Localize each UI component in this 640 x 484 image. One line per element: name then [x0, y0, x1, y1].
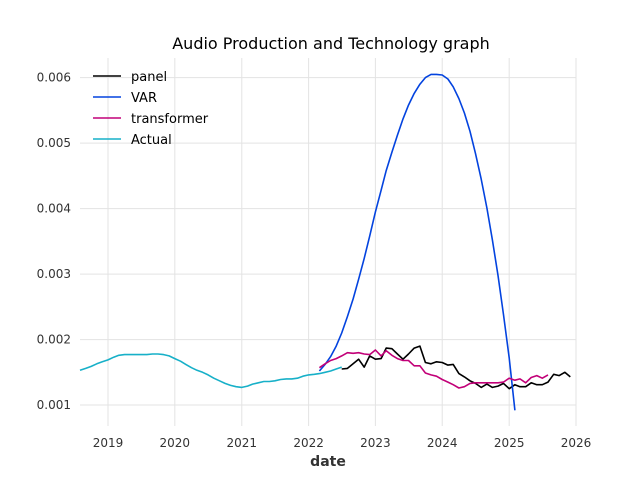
- y-tick-label: 0.001: [37, 398, 71, 412]
- x-tick-label: 2026: [561, 436, 592, 450]
- y-tick-label: 0.002: [37, 333, 71, 347]
- y-axis-ticks: 0.001 0.002 0.003 0.004 0.005 0.006: [37, 71, 71, 412]
- x-axis-ticks: 2019 2020 2021 2022 2023 2024 2025 2026: [93, 436, 592, 450]
- series-line-transformer: [318, 349, 549, 389]
- x-tick-label: 2022: [293, 436, 324, 450]
- x-axis-label: date: [310, 454, 346, 470]
- x-tick-label: 2019: [93, 436, 124, 450]
- x-tick-label: 2025: [494, 436, 525, 450]
- legend-label-var: VAR: [131, 91, 157, 106]
- series-line-panel: [341, 345, 571, 390]
- series-lines: [79, 73, 571, 411]
- legend-label-transformer: transformer: [131, 112, 209, 127]
- chart-title: Audio Production and Technology graph: [172, 34, 490, 53]
- x-tick-label: 2024: [427, 436, 458, 450]
- series-line-var: [318, 73, 516, 411]
- legend: panel VAR transformer Actual: [93, 70, 209, 148]
- grid: [80, 58, 577, 426]
- x-tick-label: 2023: [360, 436, 391, 450]
- x-tick-label: 2021: [227, 436, 258, 450]
- y-tick-label: 0.006: [37, 71, 71, 85]
- y-tick-label: 0.005: [37, 136, 71, 150]
- legend-label-panel: panel: [131, 70, 167, 85]
- x-tick-label: 2020: [160, 436, 191, 450]
- legend-label-actual: Actual: [131, 133, 172, 148]
- series-line-actual: [79, 353, 342, 389]
- y-tick-label: 0.004: [37, 202, 71, 216]
- y-tick-label: 0.003: [37, 267, 71, 281]
